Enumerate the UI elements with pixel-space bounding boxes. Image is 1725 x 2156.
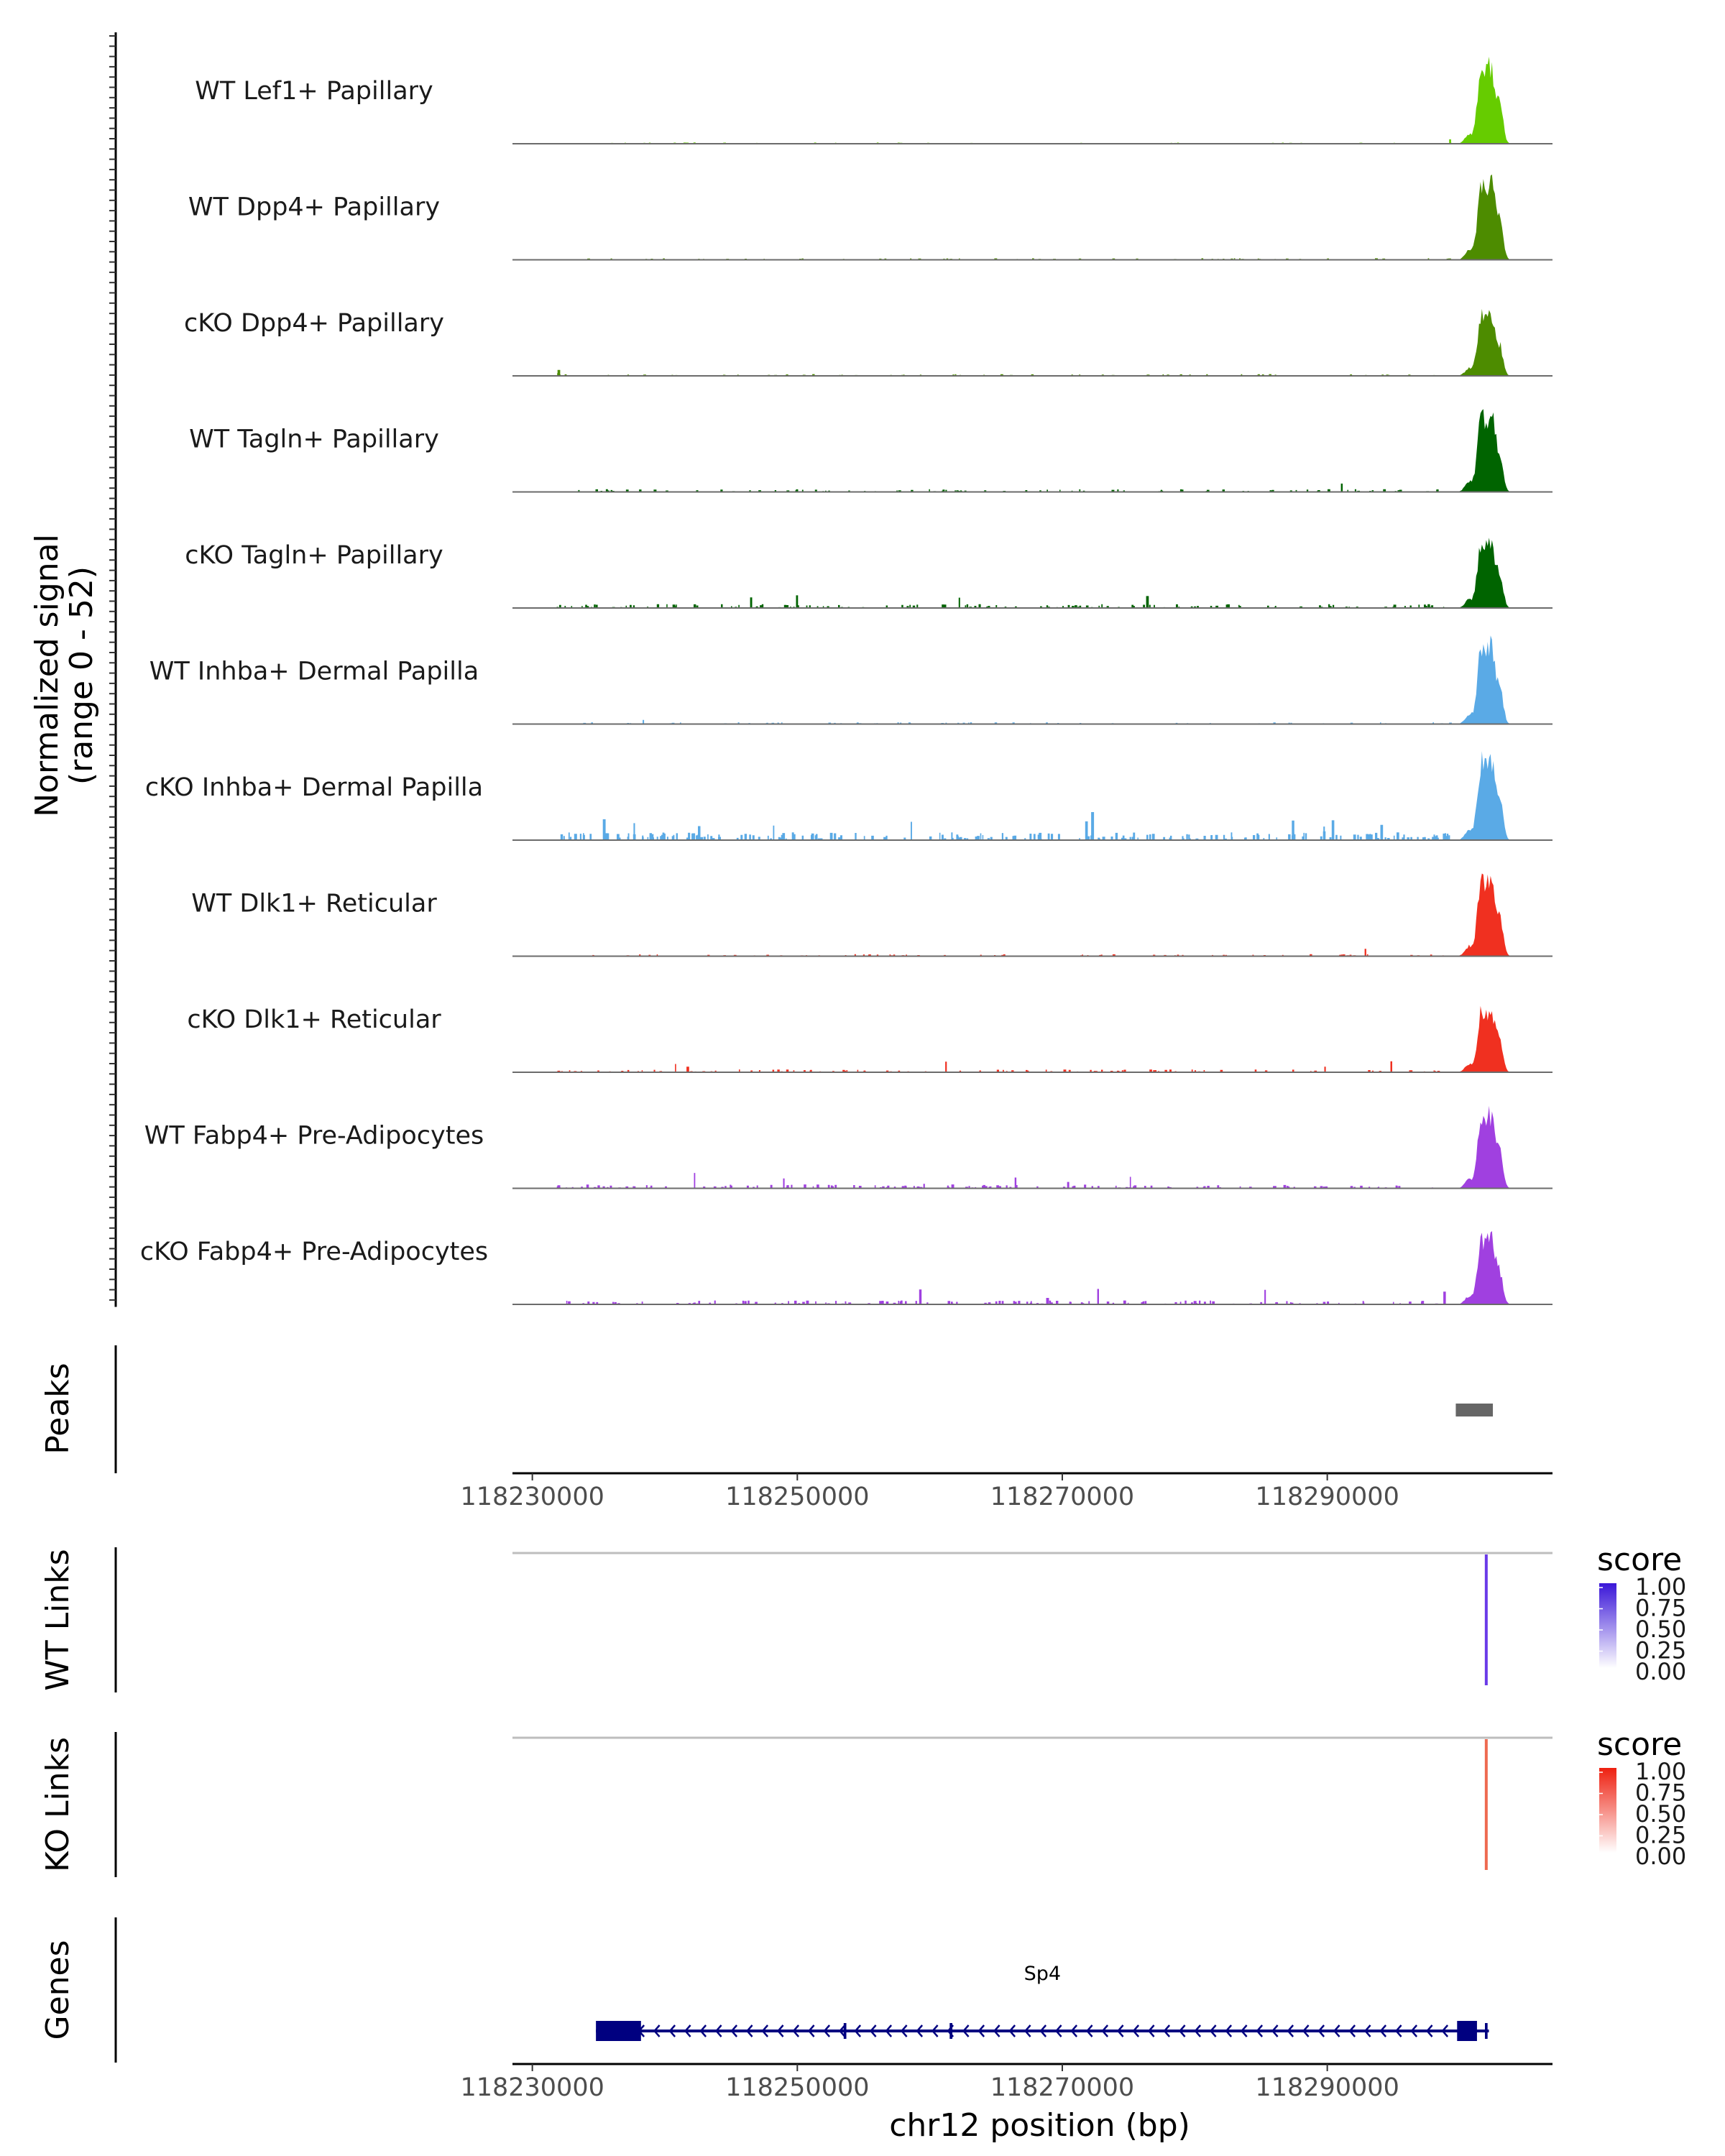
coverage-peak: [1458, 308, 1514, 376]
coverage-noise: [556, 595, 1445, 608]
legend-label: 0.25: [1635, 1637, 1686, 1664]
x-axis-top: 118230000 118250000 118270000 118290000: [460, 1472, 1552, 1511]
coverage-track: cKO Dlk1+ Reticular: [187, 1005, 1552, 1073]
legend-label: 0.50: [1635, 1616, 1686, 1643]
peaks-panel: Peaks: [40, 1345, 1494, 1473]
x-tick-label: 118250000: [725, 2073, 869, 2102]
x-tick-label: 118270000: [990, 1483, 1134, 1511]
x-tick-label: 118270000: [990, 2073, 1134, 2102]
links-label: WT Links: [40, 1549, 76, 1690]
peaks-label: Peaks: [40, 1363, 76, 1454]
coverage-peak: [1458, 56, 1514, 144]
legend-label: 0.50: [1635, 1800, 1686, 1828]
track-label: cKO Dlk1+ Reticular: [187, 1005, 441, 1034]
gene-exon: [1484, 2023, 1488, 2039]
y-axis-title-line2: (range 0 - 52): [63, 566, 100, 785]
gene-name: Sp4: [1024, 1963, 1061, 1985]
coverage-peak: [1458, 1005, 1514, 1072]
legend-label: 0.25: [1635, 1822, 1686, 1849]
legend-label: 1.00: [1635, 1758, 1686, 1785]
legend-label: 1.00: [1635, 1573, 1686, 1600]
legend-label: 0.75: [1635, 1595, 1686, 1622]
gene-exon: [1457, 2021, 1477, 2041]
track-label: WT Tagln+ Papillary: [189, 425, 439, 454]
y-axis-title: Normalized signal(range 0 - 52): [29, 534, 100, 817]
coverage-peak: [1458, 538, 1514, 608]
coverage-panel: Normalized signal(range 0 - 52) WT Lef1+ …: [29, 32, 1552, 1307]
coverage-peak: [1458, 751, 1514, 840]
x-tick-label: 118290000: [1255, 1483, 1399, 1511]
coverage-track: cKO Tagln+ Papillary: [185, 538, 1552, 609]
x-tick-label: 118250000: [725, 1483, 869, 1511]
track-label: WT Fabp4+ Pre-Adipocytes: [144, 1122, 484, 1151]
coverage-track: cKO Inhba+ Dermal Papilla: [145, 751, 1552, 841]
coverage-track: WT Tagln+ Papillary: [189, 409, 1552, 493]
x-axis-bottom: 118230000 118250000 118270000 118290000 chr1…: [460, 2063, 1552, 2144]
coverage-peak: [1458, 409, 1514, 492]
legend-label: 0.00: [1635, 1843, 1686, 1870]
peak-region: [1455, 1404, 1494, 1416]
coverage-track: WT Dpp4+ Papillary: [188, 174, 1552, 261]
track-label: cKO Tagln+ Papillary: [185, 541, 443, 570]
coverage-peak: [1458, 635, 1514, 724]
coverage-peak: [1458, 1105, 1514, 1189]
track-label: WT Lef1+ Papillary: [195, 77, 433, 106]
coverage-track: WT Inhba+ Dermal Papilla: [150, 635, 1552, 725]
coverage-track: WT Lef1+ Papillary: [195, 56, 1552, 144]
coverage-noise: [556, 1173, 1433, 1189]
coverage-noise: [557, 1061, 1440, 1072]
coverage-noise: [566, 1289, 1446, 1304]
genes-label: Genes: [40, 1940, 76, 2040]
x-tick-label: 118290000: [1255, 2073, 1399, 2102]
links-label: KO Links: [40, 1737, 76, 1872]
legend-colorbar: [1599, 1583, 1616, 1668]
coverage-track: cKO Dpp4+ Papillary: [184, 308, 1552, 377]
coverage-noise: [557, 369, 1435, 376]
gene-exon: [949, 2023, 952, 2039]
legend-colorbar: [1599, 1768, 1616, 1853]
track-label: WT Inhba+ Dermal Papilla: [150, 658, 479, 686]
x-tick-label: 118230000: [460, 1483, 604, 1511]
track-label: WT Dpp4+ Papillary: [188, 193, 440, 222]
legend-title: score: [1597, 1726, 1682, 1763]
coverage-track: cKO Fabp4+ Pre-Adipocytes: [140, 1231, 1552, 1305]
x-axis-title: chr12 position (bp): [889, 2107, 1190, 2144]
gene-exon: [843, 2023, 847, 2039]
legend-title: score: [1597, 1542, 1682, 1578]
coverage-peak: [1458, 873, 1514, 957]
x-tick-label: 118230000: [460, 2073, 604, 2102]
track-label: cKO Dpp4+ Papillary: [184, 309, 444, 338]
coverage-track: WT Fabp4+ Pre-Adipocytes: [144, 1105, 1552, 1189]
gene-exon: [596, 2021, 641, 2041]
coverage-noise: [592, 949, 1444, 957]
coverage-peak: [1458, 174, 1514, 260]
y-axis-title-line1: Normalized signal: [29, 534, 65, 817]
coverage-peak: [1458, 1231, 1514, 1304]
track-label: WT Dlk1+ Reticular: [191, 890, 437, 918]
coverage-track: WT Dlk1+ Reticular: [191, 873, 1552, 957]
genes-panel: Genes Sp4: [40, 1917, 1489, 2063]
coverage-noise: [578, 483, 1439, 492]
coverage-noise: [560, 812, 1450, 840]
track-label: cKO Inhba+ Dermal Papilla: [145, 773, 483, 802]
track-label: cKO Fabp4+ Pre-Adipocytes: [140, 1238, 488, 1266]
legend-label: 0.00: [1635, 1658, 1686, 1685]
legend-label: 0.75: [1635, 1779, 1686, 1807]
